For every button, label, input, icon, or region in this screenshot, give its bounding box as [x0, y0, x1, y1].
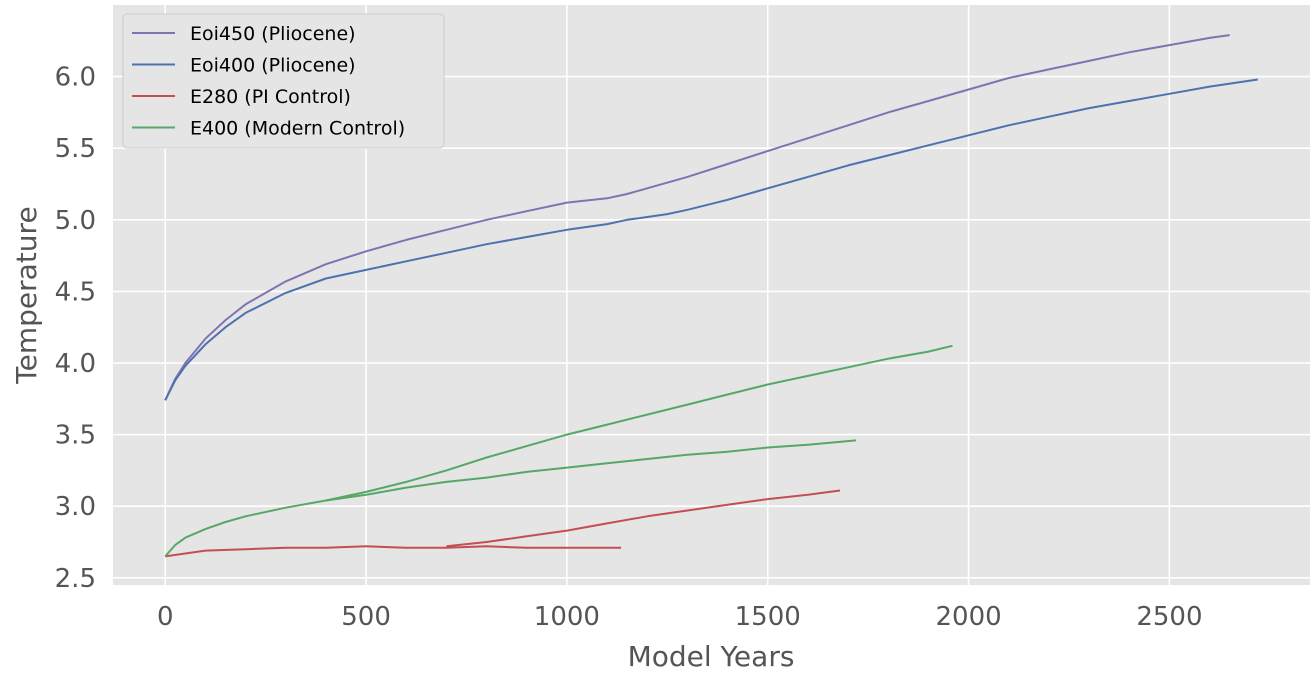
- x-tick-labels: 0 500 1000 1500 2000 2500: [157, 602, 1203, 632]
- y-tick-label: 6.0: [55, 63, 96, 93]
- legend-label: E280 (PI Control): [190, 86, 351, 108]
- y-tick-label: 5.0: [55, 206, 96, 236]
- y-tick-label: 4.0: [55, 349, 96, 379]
- x-tick-label: 2500: [1136, 602, 1202, 632]
- series-line: [325, 344, 953, 502]
- series-line: [164, 78, 1258, 401]
- legend-box: [122, 13, 445, 149]
- y-tick-label: 2.5: [55, 564, 96, 594]
- grid-lines: [113, 5, 1310, 585]
- y-tick-label: 4.5: [55, 277, 96, 307]
- x-tick-label: 1500: [735, 602, 801, 632]
- series-layer: [164, 34, 1258, 558]
- series-line: [165, 545, 622, 558]
- legend-label: E400 (Modern Control): [190, 118, 405, 140]
- x-tick-label: 0: [157, 602, 174, 632]
- y-tick-label: 3.5: [55, 421, 96, 451]
- x-axis-label: Model Years: [628, 640, 795, 673]
- series-line: [164, 439, 857, 558]
- legend-label: Eoi450 (Pliocene): [190, 23, 356, 45]
- legend-label: Eoi400 (Pliocene): [190, 55, 356, 77]
- series-line: [164, 34, 1230, 401]
- y-tick-label: 3.0: [55, 492, 96, 522]
- legend-items: Eoi450 (Pliocene) Eoi400 (Pliocene) E280 (…: [132, 23, 405, 140]
- legend: Eoi450 (Pliocene) Eoi400 (Pliocene) E280 (…: [122, 13, 445, 149]
- x-tick-label: 1000: [534, 602, 600, 632]
- y-tick-labels: 2.5 3.0 3.5 4.0 4.5 5.0 5.5 6.0: [55, 63, 96, 594]
- y-tick-label: 5.5: [55, 134, 96, 164]
- x-tick-label: 2000: [935, 602, 1001, 632]
- x-tick-label: 500: [341, 602, 391, 632]
- series-line: [446, 489, 841, 548]
- y-axis-label: Temperature: [10, 206, 43, 384]
